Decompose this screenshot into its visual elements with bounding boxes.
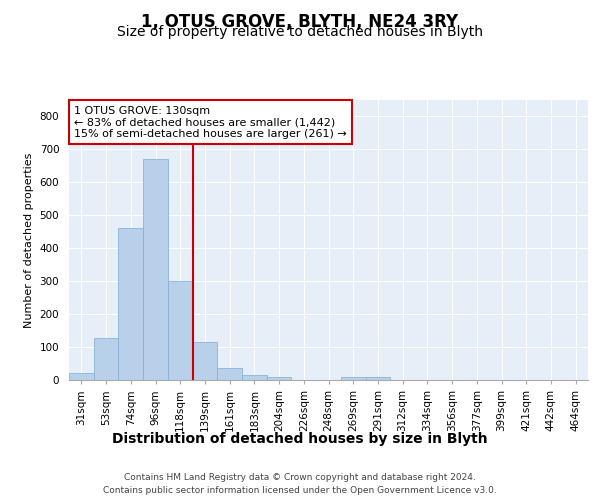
Bar bbox=[217, 368, 242, 380]
Text: Distribution of detached houses by size in Blyth: Distribution of detached houses by size … bbox=[112, 432, 488, 446]
Text: Size of property relative to detached houses in Blyth: Size of property relative to detached ho… bbox=[117, 25, 483, 39]
Bar bbox=[341, 376, 365, 380]
Bar bbox=[69, 374, 94, 380]
Text: Contains public sector information licensed under the Open Government Licence v3: Contains public sector information licen… bbox=[103, 486, 497, 495]
Bar bbox=[267, 376, 292, 380]
Bar bbox=[143, 160, 168, 380]
Bar bbox=[118, 228, 143, 380]
Text: Contains HM Land Registry data © Crown copyright and database right 2024.: Contains HM Land Registry data © Crown c… bbox=[124, 472, 476, 482]
Y-axis label: Number of detached properties: Number of detached properties bbox=[24, 152, 34, 328]
Bar bbox=[168, 281, 193, 380]
Bar bbox=[242, 375, 267, 380]
Text: 1 OTUS GROVE: 130sqm
← 83% of detached houses are smaller (1,442)
15% of semi-de: 1 OTUS GROVE: 130sqm ← 83% of detached h… bbox=[74, 106, 347, 139]
Text: 1, OTUS GROVE, BLYTH, NE24 3RY: 1, OTUS GROVE, BLYTH, NE24 3RY bbox=[142, 12, 458, 30]
Bar bbox=[94, 338, 118, 380]
Bar bbox=[193, 342, 217, 380]
Bar bbox=[365, 376, 390, 380]
